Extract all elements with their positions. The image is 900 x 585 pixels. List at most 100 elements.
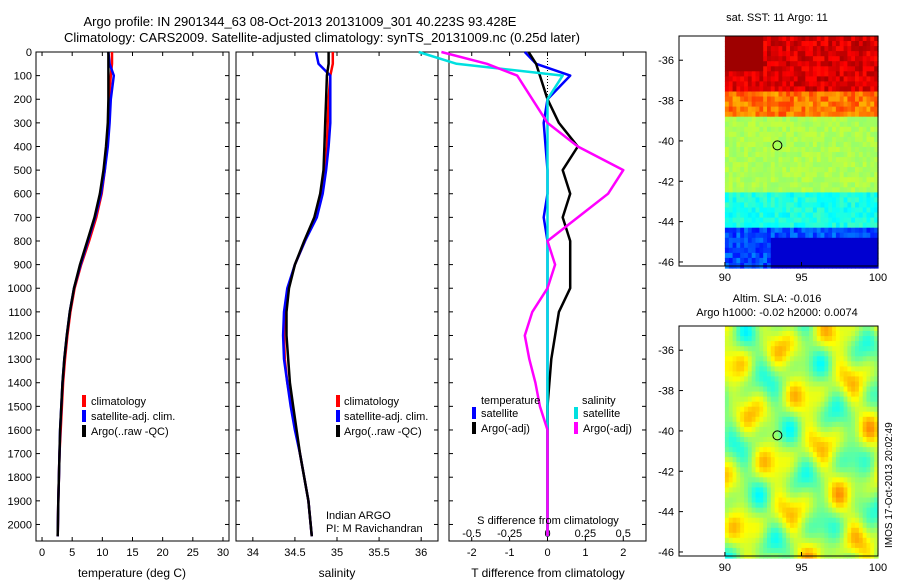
heatmap-cell — [736, 242, 741, 249]
heatmap-cell — [751, 356, 757, 362]
heatmap-cell — [755, 502, 760, 509]
heatmap-cell — [843, 391, 848, 398]
heatmap-cell — [759, 467, 764, 473]
heatmap-cell — [816, 542, 822, 549]
heatmap-cell — [862, 326, 868, 332]
heatmap-cell — [763, 487, 768, 493]
heatmap-cell — [767, 222, 772, 229]
heatmap-cell — [724, 242, 730, 249]
heatmap-cell — [759, 76, 764, 82]
heatmap-cell — [824, 81, 829, 87]
heatmap-cell — [736, 537, 741, 544]
heatmap-cell — [751, 101, 757, 108]
heatmap-cell — [744, 351, 749, 357]
heatmap-cell — [801, 147, 806, 153]
heatmap-cell — [820, 366, 825, 372]
heatmap-cell — [732, 41, 737, 47]
heatmap-cell — [847, 482, 852, 488]
heatmap-cell — [732, 197, 737, 203]
heatmap-cell — [862, 517, 868, 524]
heatmap-cell — [839, 237, 845, 244]
heatmap-cell — [820, 361, 825, 367]
heatmap-cell — [866, 41, 871, 47]
heatmap-cell — [767, 207, 772, 214]
heatmap-cell — [828, 371, 833, 377]
heatmap-cell — [736, 517, 741, 524]
heatmap-cell — [793, 197, 799, 203]
heatmap-cell — [874, 472, 879, 478]
heatmap-cell — [847, 517, 852, 524]
heatmap-cell — [736, 361, 741, 367]
heatmap-cell — [770, 396, 776, 403]
heatmap-cell — [751, 66, 757, 72]
heatmap-cell — [755, 497, 760, 504]
heatmap-cell — [759, 167, 764, 173]
heatmap-cell — [790, 497, 795, 504]
heatmap-cell — [763, 482, 768, 488]
heatmap-cell — [820, 172, 825, 178]
heatmap-cell — [847, 257, 852, 264]
heatmap-cell — [747, 396, 753, 403]
heatmap-cell — [816, 416, 822, 423]
heatmap-cell — [759, 452, 764, 458]
heatmap-cell — [824, 406, 829, 413]
heatmap-cell — [832, 356, 837, 362]
heatmap-cell — [732, 517, 737, 524]
heatmap-cell — [866, 116, 871, 123]
heatmap-cell — [843, 136, 848, 143]
heatmap-cell — [728, 527, 734, 534]
heatmap-cell — [805, 232, 810, 239]
heatmap-cell — [820, 442, 825, 448]
heatmap-cell — [759, 197, 764, 203]
heatmap-cell — [797, 46, 802, 52]
heatmap-cell — [843, 462, 848, 468]
heatmap-cell — [747, 116, 753, 123]
heatmap-cell — [744, 492, 749, 498]
heatmap-cell — [832, 227, 837, 234]
heatmap-cell — [755, 482, 760, 488]
heatmap-cell — [866, 386, 871, 393]
y-tick-label: 300 — [14, 118, 32, 130]
heatmap-cell — [858, 51, 864, 57]
heatmap-cell — [759, 51, 764, 57]
heatmap-cell — [843, 46, 848, 52]
heatmap-cell — [797, 497, 802, 504]
heatmap-cell — [755, 341, 760, 347]
heatmap-cell — [835, 56, 841, 62]
heatmap-cell — [851, 542, 856, 549]
heatmap-cell — [858, 366, 864, 372]
heatmap-cell — [874, 517, 879, 524]
heatmap-cell — [805, 46, 810, 52]
heatmap-cell — [747, 177, 753, 183]
heatmap-cell — [759, 136, 764, 143]
heatmap-cell — [732, 452, 737, 458]
heatmap-cell — [809, 452, 814, 458]
heatmap-cell — [793, 257, 799, 264]
heatmap-cell — [824, 111, 829, 118]
heatmap-cell — [847, 121, 852, 128]
heatmap-cell — [747, 131, 753, 138]
heatmap-cell — [774, 522, 780, 529]
heatmap-cell — [793, 81, 799, 87]
heatmap-cell — [851, 86, 856, 92]
heatmap-cell — [832, 547, 837, 554]
heatmap-cell — [786, 356, 791, 362]
heatmap-cell — [759, 472, 764, 478]
heatmap-cell — [832, 457, 837, 463]
heatmap-cell — [782, 492, 787, 498]
heatmap-cell — [855, 91, 860, 98]
heatmap-cell — [747, 46, 753, 52]
heatmap-cell — [763, 502, 768, 509]
heatmap-cell — [797, 376, 802, 382]
heatmap-cell — [744, 56, 749, 62]
heatmap-cell — [809, 86, 814, 92]
heatmap-cell — [751, 136, 757, 143]
heatmap-cell — [828, 252, 833, 259]
heatmap-cell — [839, 351, 845, 357]
heatmap-cell — [782, 326, 787, 332]
heatmap-cell — [724, 527, 730, 534]
heatmap-cell — [778, 192, 783, 198]
heatmap-cell — [770, 391, 776, 398]
heatmap-cell — [801, 341, 806, 347]
